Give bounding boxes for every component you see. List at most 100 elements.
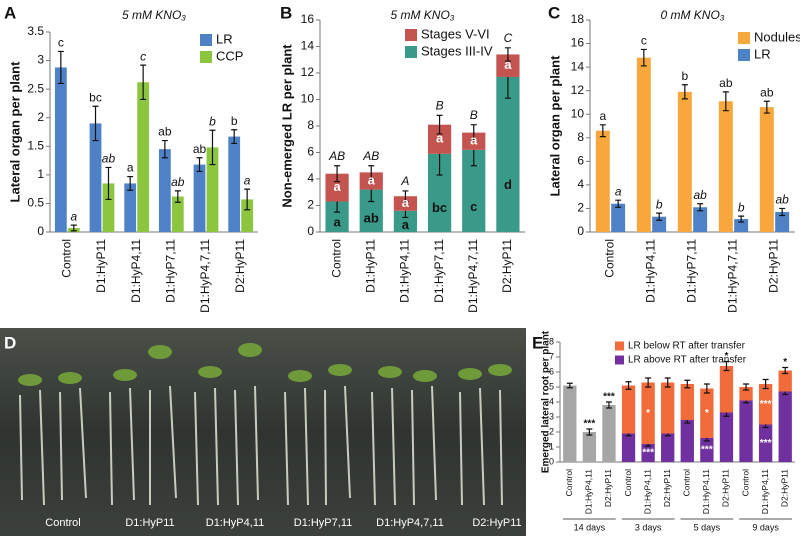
error-bar: [743, 383, 750, 391]
legend-swatch: [615, 341, 624, 351]
significance-letter: a: [402, 217, 410, 232]
significance-letter: b: [209, 114, 216, 128]
bar-segment: [661, 433, 675, 462]
legend-label: LR: [216, 31, 233, 46]
y-tick-label: 6: [307, 145, 314, 159]
error-bar: [625, 381, 632, 390]
legend-label: Stages V-VI: [421, 26, 490, 41]
error-bar: [664, 377, 671, 388]
chart-panel: A 5 mM KNO₃ Lateral organ per plant 0 0.5 1 1.…: [4, 3, 258, 313]
significance-stars: *: [725, 351, 729, 362]
bar: [636, 57, 651, 232]
bar-segment: [602, 405, 616, 462]
photo-label: D1:HyP4,7,11: [376, 517, 444, 529]
error-bar: [697, 203, 704, 212]
y-tick-label: 18: [571, 12, 585, 26]
bar: [759, 107, 774, 232]
bar: [734, 219, 749, 232]
significance-letter: B: [470, 108, 478, 122]
significance-letter: ab: [719, 76, 733, 90]
x-tick-label: D1:HyP7,11: [164, 239, 178, 303]
x-tick-label: D2:HyP11: [662, 469, 672, 507]
error-bar: [209, 129, 216, 166]
significance-letter: a: [436, 131, 444, 146]
group-label: 9 days: [752, 522, 779, 532]
error-bar: [127, 175, 134, 191]
legend-swatch: [738, 49, 750, 61]
x-tick-label: Control: [329, 239, 343, 278]
significance-letter: bc: [432, 200, 447, 215]
bar-segment: [496, 54, 520, 77]
photo-label: D2:HyP11: [472, 517, 521, 529]
error-bar: [566, 382, 573, 389]
bar-segment: [359, 189, 383, 232]
bar: [158, 149, 171, 232]
photo-panel: D: [0, 328, 526, 536]
bar: [193, 164, 206, 232]
significance-letter: b: [231, 114, 238, 128]
bar-segment: [700, 388, 714, 438]
x-tick-label: Control: [623, 469, 633, 497]
x-tick-label: D1:HyP4,11: [584, 469, 594, 514]
y-tick-label: 0: [549, 456, 554, 466]
error-bar: [599, 124, 606, 138]
photo-background: [0, 328, 526, 536]
significance-letter: a: [470, 133, 478, 148]
y-tick-label: 12: [301, 65, 315, 79]
error-bar: [174, 190, 181, 203]
significance-letter: a: [244, 173, 251, 187]
significance-letter: a: [599, 109, 606, 123]
bar: [102, 183, 115, 232]
bar-segment: [393, 196, 418, 211]
error-bar: [334, 165, 341, 183]
bar: [89, 123, 102, 232]
y-tick-label: 0: [577, 224, 584, 238]
x-tick-label: Control: [564, 469, 574, 497]
significance-letter: a: [127, 161, 134, 175]
bar: [718, 101, 733, 233]
bar: [124, 183, 137, 232]
significance-stars: *: [646, 408, 650, 419]
y-tick-label: 14: [301, 39, 315, 53]
y-tick-label: 10: [571, 106, 585, 120]
y-axis-label: Lateral organ per plant: [547, 55, 562, 197]
significance-letter: C: [504, 31, 513, 45]
bar-segment: [325, 201, 349, 232]
error-bar: [586, 428, 593, 436]
significance-letter: a: [368, 172, 376, 187]
bar: [611, 203, 626, 232]
bar: [241, 199, 254, 232]
y-tick-label: 3: [37, 53, 44, 67]
group-label: 5 days: [694, 522, 721, 532]
bar: [137, 82, 150, 233]
x-tick-label: D1:HyP4,11: [642, 469, 652, 514]
error-bar: [656, 212, 663, 221]
bar: [677, 91, 692, 232]
bar-segment: [325, 173, 349, 202]
significance-letter: A: [400, 174, 409, 188]
chart-title: 0 mM KNO₃: [660, 8, 724, 22]
x-tick-label: D2:HyP11: [721, 469, 731, 507]
y-tick-label: 8: [307, 118, 314, 132]
significance-letter: c: [470, 199, 477, 214]
bar-segment: [661, 382, 675, 434]
bar-segment: [427, 124, 452, 154]
legend-swatch: [615, 355, 624, 365]
significance-letter: a: [504, 57, 512, 72]
error-bar: [763, 100, 770, 114]
bar: [171, 196, 184, 232]
bar-segment: [758, 424, 773, 462]
legend-swatch: [200, 34, 212, 46]
error-bar: [640, 48, 647, 67]
legend-label: Nodules: [754, 29, 800, 44]
photo-label: D1:HyP7,11: [294, 517, 353, 529]
x-tick-label: Control: [740, 469, 750, 497]
error-bar: [703, 383, 710, 394]
y-tick-label: 3: [549, 411, 554, 421]
y-tick-label: 6: [549, 366, 554, 376]
significance-stars: *: [783, 357, 787, 368]
x-tick-label: D2:HyP11: [767, 239, 781, 293]
photo-label: D1:HyP4,11: [206, 517, 265, 529]
significance-letter: bc: [89, 90, 102, 104]
